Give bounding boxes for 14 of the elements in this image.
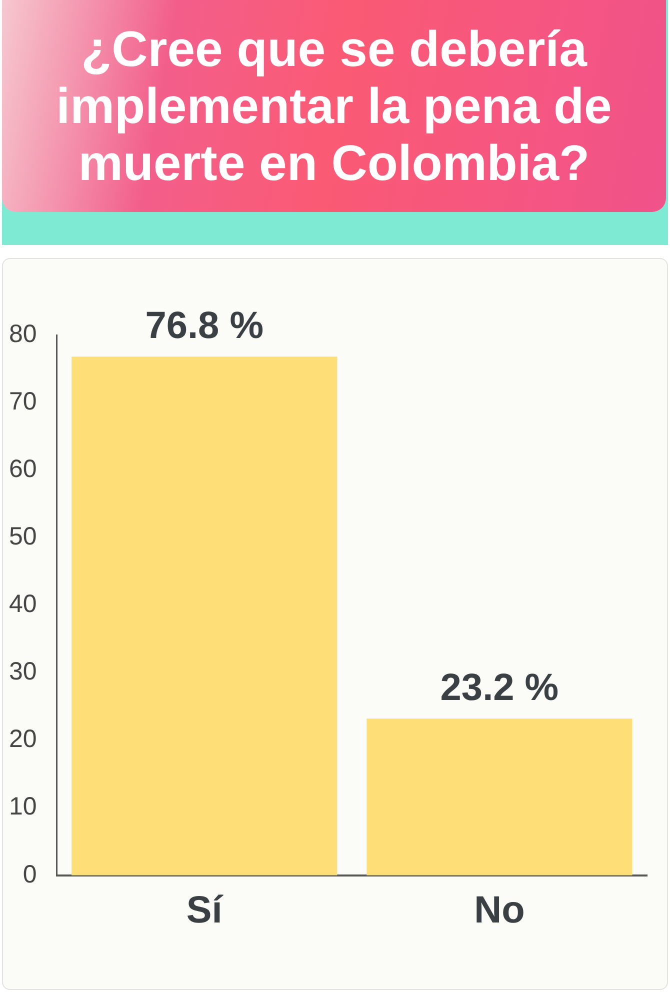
y-tick-label: 0 <box>22 860 37 888</box>
y-tick-label: 60 <box>8 454 37 483</box>
y-tick-label: 50 <box>8 522 37 551</box>
y-tick-label: 10 <box>8 792 37 821</box>
y-tick-label: 80 <box>8 320 37 348</box>
y-tick-label: 20 <box>8 725 37 754</box>
data-label: 76.8 % <box>145 305 264 348</box>
x-tick-label: No <box>474 890 525 932</box>
data-label: 23.2 % <box>440 667 559 710</box>
x-tick-label: Sí <box>186 890 224 932</box>
y-tick-label: 30 <box>8 658 37 686</box>
chart-title: ¿Cree que se debería implementar la pena de muerte en Colombia? <box>55 20 613 192</box>
y-tick-label: 40 <box>8 590 37 618</box>
y-tick-label: 70 <box>8 387 37 416</box>
